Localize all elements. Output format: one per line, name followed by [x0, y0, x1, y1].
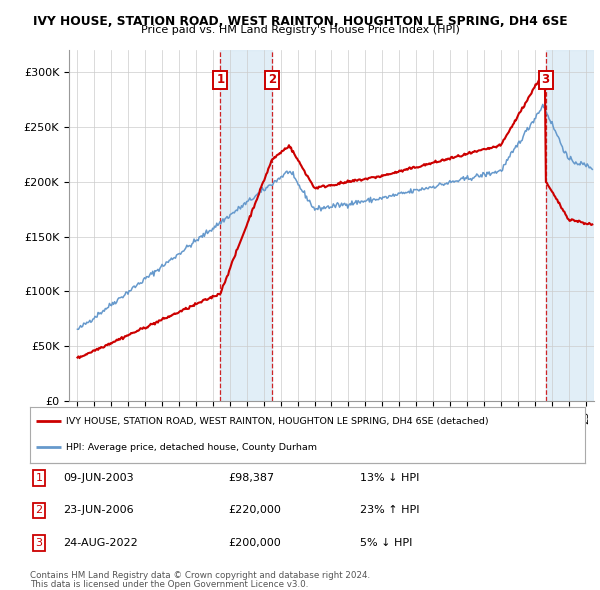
Text: 3: 3	[35, 538, 43, 548]
Text: 13% ↓ HPI: 13% ↓ HPI	[360, 473, 419, 483]
Text: 1: 1	[35, 473, 43, 483]
Text: Price paid vs. HM Land Registry's House Price Index (HPI): Price paid vs. HM Land Registry's House …	[140, 25, 460, 35]
Text: 2: 2	[268, 74, 276, 87]
Text: IVY HOUSE, STATION ROAD, WEST RAINTON, HOUGHTON LE SPRING, DH4 6SE (detached): IVY HOUSE, STATION ROAD, WEST RAINTON, H…	[66, 417, 488, 425]
Text: 23% ↑ HPI: 23% ↑ HPI	[360, 506, 419, 515]
Bar	[546, 50, 594, 401]
Text: £98,387: £98,387	[228, 473, 274, 483]
Text: £220,000: £220,000	[228, 506, 281, 515]
Text: 3: 3	[542, 74, 550, 87]
Text: 09-JUN-2003: 09-JUN-2003	[63, 473, 134, 483]
Text: 23-JUN-2006: 23-JUN-2006	[63, 506, 134, 515]
Text: HPI: Average price, detached house, County Durham: HPI: Average price, detached house, Coun…	[66, 443, 317, 452]
Text: 5% ↓ HPI: 5% ↓ HPI	[360, 538, 412, 548]
Text: Contains HM Land Registry data © Crown copyright and database right 2024.: Contains HM Land Registry data © Crown c…	[30, 571, 370, 579]
Text: This data is licensed under the Open Government Licence v3.0.: This data is licensed under the Open Gov…	[30, 580, 308, 589]
Text: 2: 2	[35, 506, 43, 515]
Text: £200,000: £200,000	[228, 538, 281, 548]
Text: IVY HOUSE, STATION ROAD, WEST RAINTON, HOUGHTON LE SPRING, DH4 6SE: IVY HOUSE, STATION ROAD, WEST RAINTON, H…	[32, 15, 568, 28]
Text: 24-AUG-2022: 24-AUG-2022	[63, 538, 138, 548]
Bar	[220, 50, 272, 401]
Text: 1: 1	[217, 74, 224, 87]
